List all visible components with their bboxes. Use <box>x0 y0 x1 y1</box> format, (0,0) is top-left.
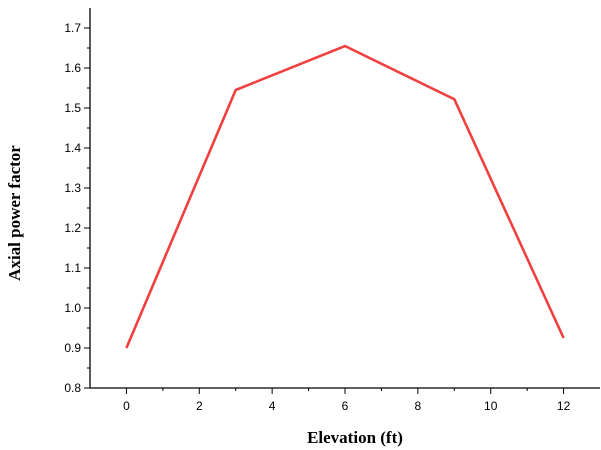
y-tick-label: 0.8 <box>64 381 81 395</box>
x-tick-label: 6 <box>342 399 349 413</box>
y-tick-label: 0.9 <box>64 341 81 355</box>
y-tick-label: 1.7 <box>64 21 81 35</box>
ticks-layer: 0 2 4 6 8 10 12 0.8 0.9 1.0 1.1 1.2 1.3 1.4 1.5 1.6 1.7 <box>64 21 570 413</box>
x-tick-label: 0 <box>123 399 130 413</box>
axial-power-series-line <box>125 44 565 349</box>
y-tick-label: 1.2 <box>64 221 81 235</box>
y-tick-label: 1.1 <box>64 261 81 275</box>
x-tick-label: 12 <box>557 399 571 413</box>
y-tick-label: 1.6 <box>64 61 81 75</box>
x-axis-title: Elevation (ft) <box>307 428 403 447</box>
x-tick-label: 8 <box>415 399 422 413</box>
x-tick-label: 2 <box>196 399 203 413</box>
y-tick-label: 1.5 <box>64 101 81 115</box>
x-tick-label: 10 <box>484 399 498 413</box>
y-tick-label: 1.4 <box>64 141 81 155</box>
series-layer <box>125 44 565 349</box>
y-tick-label: 1.3 <box>64 181 81 195</box>
y-axis-title: Axial power factor <box>5 145 24 281</box>
y-tick-label: 1.0 <box>64 301 81 315</box>
axes-layer <box>89 8 600 389</box>
x-tick-label: 4 <box>269 399 276 413</box>
